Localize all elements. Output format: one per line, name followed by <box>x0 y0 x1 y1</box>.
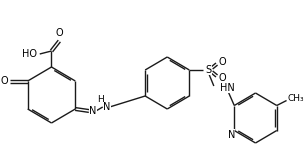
Text: O: O <box>219 57 227 67</box>
Text: O: O <box>0 76 8 86</box>
Text: N: N <box>228 129 235 139</box>
Text: CH₃: CH₃ <box>287 94 304 103</box>
Text: N: N <box>89 106 97 116</box>
Text: O: O <box>56 28 63 38</box>
Text: HO: HO <box>23 49 38 59</box>
Text: H: H <box>97 95 104 105</box>
Text: S: S <box>206 65 212 75</box>
Text: O: O <box>219 73 227 83</box>
Text: N: N <box>103 102 110 112</box>
Text: HN: HN <box>220 83 235 93</box>
